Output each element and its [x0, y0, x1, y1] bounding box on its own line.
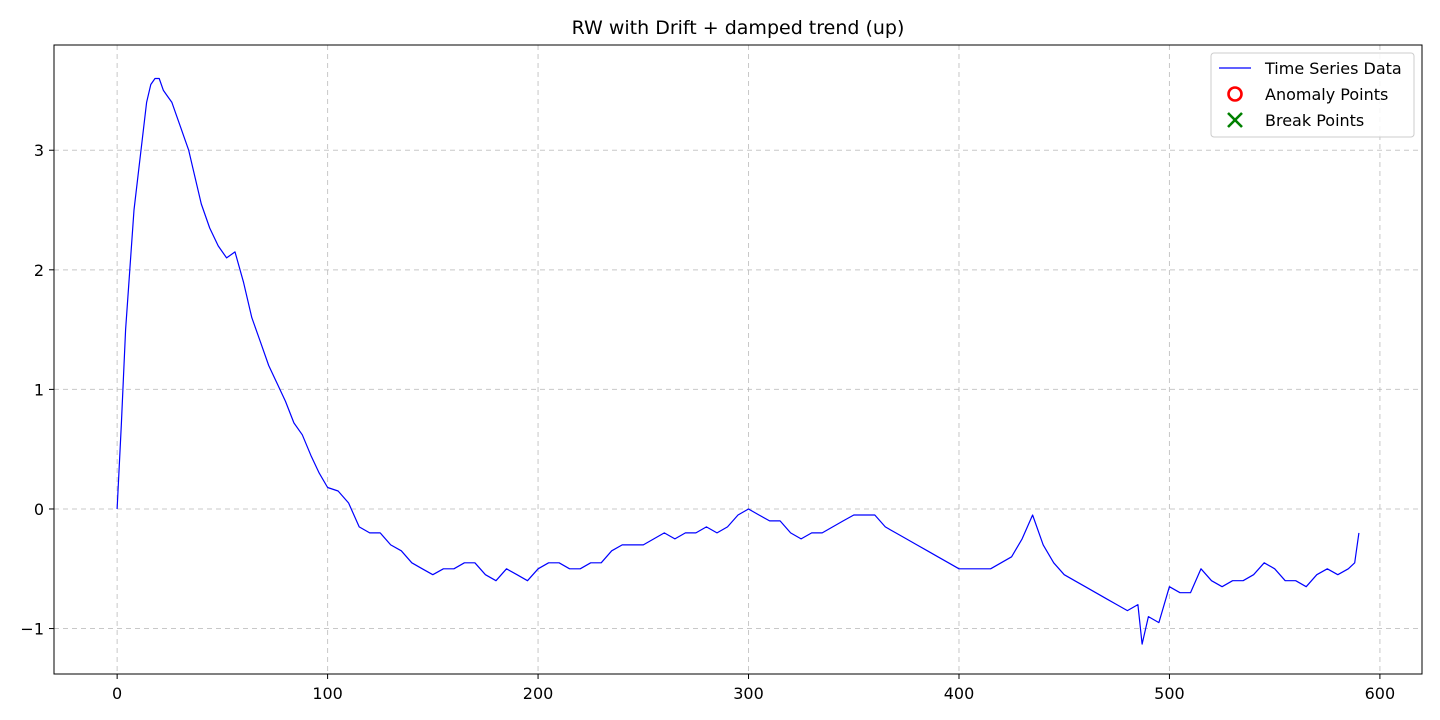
legend-x-marker	[1227, 112, 1243, 128]
legend-box	[1210, 52, 1415, 138]
axis-ticks: 0 100 200 300 400 500 600 −1 0 1 2 3	[20, 141, 1395, 703]
legend: Time Series Data Anomaly Points Break Po…	[1210, 52, 1415, 138]
x-tick-label: 600	[1365, 684, 1396, 703]
x-tick-label: 400	[944, 684, 975, 703]
y-tick-label: 0	[34, 500, 44, 519]
y-tick-label: 3	[34, 141, 44, 160]
y-tick-label: 2	[34, 261, 44, 280]
plot-frame	[53, 44, 1423, 675]
y-tick-label: −1	[20, 620, 44, 639]
x-tick-label: 100	[312, 684, 343, 703]
x-tick-label: 200	[523, 684, 554, 703]
series-layer	[116, 77, 1360, 645]
x-tick-label: 300	[733, 684, 764, 703]
x-tick-label: 0	[112, 684, 122, 703]
legend-label-break-points: Break Points	[1265, 111, 1364, 130]
series-line-time-series-data	[116, 77, 1360, 645]
plot-area	[54, 45, 1422, 674]
legend-circle-marker	[1227, 86, 1243, 102]
legend-x-stroke	[1227, 112, 1243, 128]
y-tick-label: 1	[34, 380, 44, 399]
legend-label-time-series: Time Series Data	[1264, 59, 1402, 78]
legend-label-anomaly-points: Anomaly Points	[1265, 85, 1388, 104]
chart-title: RW with Drift + damped trend (up)	[572, 17, 905, 39]
x-tick-label: 500	[1154, 684, 1185, 703]
